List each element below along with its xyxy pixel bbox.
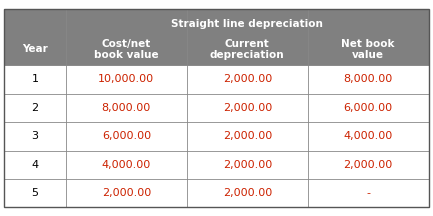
Text: 6,000.00: 6,000.00 xyxy=(102,131,151,141)
Bar xyxy=(4,151,429,179)
Text: -: - xyxy=(366,188,370,198)
Text: 6,000.00: 6,000.00 xyxy=(344,103,393,113)
Bar xyxy=(4,179,429,207)
Text: Year: Year xyxy=(22,44,48,54)
Text: 2,000.00: 2,000.00 xyxy=(223,160,272,170)
Text: 2,000.00: 2,000.00 xyxy=(223,75,272,84)
Text: 8,000.00: 8,000.00 xyxy=(343,75,393,84)
Text: 8,000.00: 8,000.00 xyxy=(102,103,151,113)
Bar xyxy=(4,122,429,151)
Text: 2,000.00: 2,000.00 xyxy=(102,188,151,198)
Bar xyxy=(4,94,429,122)
Text: Current
depreciation: Current depreciation xyxy=(210,39,284,60)
Bar xyxy=(4,65,429,94)
Text: 4,000.00: 4,000.00 xyxy=(102,160,151,170)
Text: 4: 4 xyxy=(32,160,39,170)
Bar xyxy=(4,9,429,65)
Text: Net book
value: Net book value xyxy=(342,39,395,60)
Text: 2,000.00: 2,000.00 xyxy=(223,131,272,141)
Text: 4,000.00: 4,000.00 xyxy=(343,131,393,141)
Text: 5: 5 xyxy=(32,188,39,198)
Text: Straight line depreciation: Straight line depreciation xyxy=(171,19,323,30)
Text: 2: 2 xyxy=(32,103,39,113)
Text: 2,000.00: 2,000.00 xyxy=(223,103,272,113)
Text: 2,000.00: 2,000.00 xyxy=(343,160,393,170)
Text: Cost/net
book value: Cost/net book value xyxy=(94,39,158,60)
Text: 1: 1 xyxy=(32,75,39,84)
Text: 10,000.00: 10,000.00 xyxy=(98,75,155,84)
Text: 3: 3 xyxy=(32,131,39,141)
Text: 2,000.00: 2,000.00 xyxy=(223,188,272,198)
